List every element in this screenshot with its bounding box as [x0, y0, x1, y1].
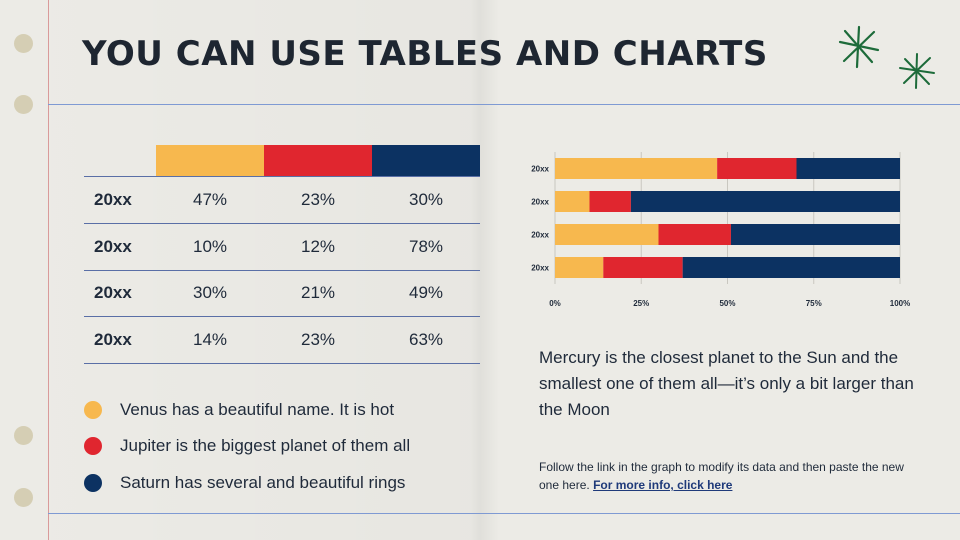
- legend-dot-icon: [84, 474, 102, 492]
- binder-hole: [14, 34, 33, 53]
- legend-dot-icon: [84, 437, 102, 455]
- cell: 78%: [408, 237, 444, 256]
- cell: 23%: [300, 330, 336, 349]
- more-info-link[interactable]: For more info, click here: [593, 478, 733, 492]
- sparkle-icon: [838, 25, 880, 69]
- stacked-bar-chart[interactable]: 0% 25% 50% 75% 100% 20xx 20xx 20xx 20xx: [522, 148, 922, 318]
- row-label: 20xx: [94, 330, 132, 349]
- slide-title: YOU CAN USE TABLES AND CHARTS: [82, 34, 768, 74]
- row-label: 20xx: [94, 237, 132, 256]
- table-row: 20xx 47% 23% 30%: [84, 177, 480, 224]
- bar-segment: [555, 191, 590, 212]
- binder-hole: [14, 95, 33, 114]
- table-row: 20xx 30% 21% 49%: [84, 270, 480, 317]
- cell: 10%: [192, 237, 228, 256]
- table-header-color-3: [372, 145, 480, 176]
- bottom-rule: [48, 513, 960, 514]
- x-tick-label: 0%: [549, 299, 561, 308]
- row-label: 20xx: [94, 283, 132, 302]
- bar-segment: [630, 191, 900, 212]
- cell: 49%: [408, 283, 444, 302]
- cell: 63%: [408, 330, 444, 349]
- bar-segment: [730, 224, 900, 245]
- binder-hole: [14, 488, 33, 507]
- legend-dot-icon: [84, 401, 102, 419]
- bar-segment: [796, 158, 900, 179]
- bar-segment: [555, 158, 718, 179]
- bar-segment: [555, 257, 604, 278]
- x-tick-label: 50%: [719, 299, 735, 308]
- y-tick-label: 20xx: [531, 231, 549, 240]
- table-top-rule: [84, 176, 480, 177]
- x-tick-label: 75%: [806, 299, 822, 308]
- row-label: 20xx: [94, 190, 132, 209]
- bar-segment: [589, 191, 631, 212]
- bar-segment: [682, 257, 900, 278]
- cell: 47%: [192, 190, 228, 209]
- binder-hole: [14, 426, 33, 445]
- table-row: 20xx 10% 12% 78%: [84, 224, 480, 271]
- cell: 23%: [300, 190, 336, 209]
- legend-text: Venus has a beautiful name. It is hot: [120, 400, 395, 419]
- note-body: Follow the link in the graph to modify i…: [539, 460, 904, 492]
- margin-line: [48, 0, 49, 540]
- cell: 14%: [192, 330, 228, 349]
- cell: 12%: [300, 237, 336, 256]
- table-header-color-1: [156, 145, 264, 176]
- bar-segment: [717, 158, 797, 179]
- note-text: Follow the link in the graph to modify i…: [539, 458, 909, 494]
- cell: 30%: [192, 283, 228, 302]
- description-text: Mercury is the closest planet to the Sun…: [539, 348, 914, 419]
- top-rule: [48, 104, 960, 105]
- y-tick-label: 20xx: [531, 198, 549, 207]
- x-tick-label: 25%: [633, 299, 649, 308]
- table-row: 20xx 14% 23% 63%: [84, 317, 480, 364]
- bar-segment: [555, 224, 659, 245]
- bar-segment: [658, 224, 731, 245]
- x-tick-label: 100%: [890, 299, 910, 308]
- cell: 21%: [300, 283, 336, 302]
- table-header-color-2: [264, 145, 372, 176]
- sparkle-icon: [899, 53, 935, 89]
- cell: 30%: [408, 190, 444, 209]
- legend-text: Jupiter is the biggest planet of them al…: [120, 436, 411, 455]
- legend-text: Saturn has several and beautiful rings: [120, 473, 406, 492]
- y-tick-label: 20xx: [531, 264, 549, 273]
- y-tick-label: 20xx: [531, 165, 549, 174]
- bar-segment: [603, 257, 683, 278]
